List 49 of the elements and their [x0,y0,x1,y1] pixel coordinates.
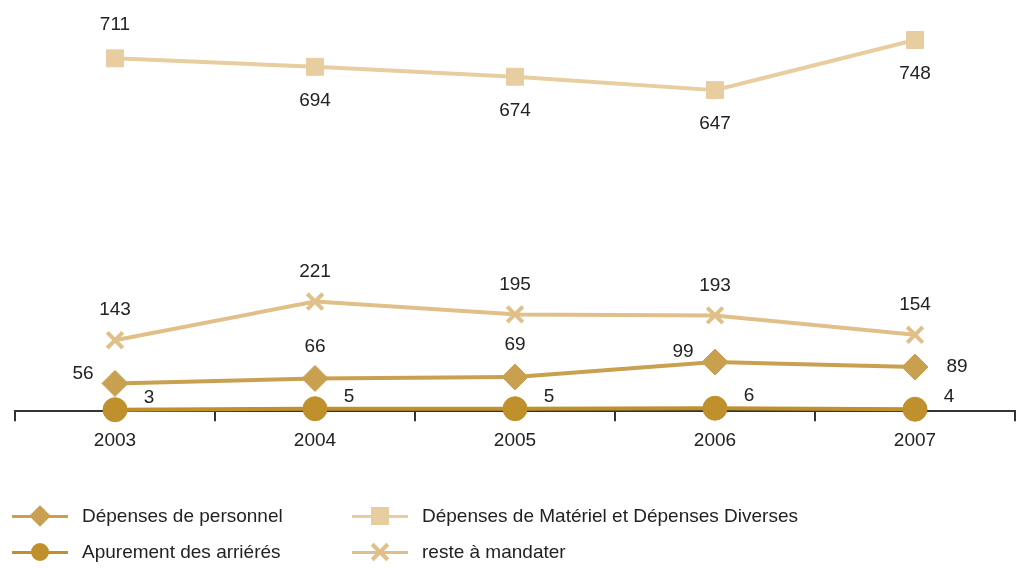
x-tick-label: 2004 [293,428,337,450]
data-label: 69 [504,333,526,355]
legend-label: Dépenses de Matériel et Dépenses Diverses [422,505,798,527]
point [902,396,928,422]
data-label: 3 [143,385,155,407]
point [302,396,328,422]
point [905,325,925,345]
point [305,291,325,312]
data-label: 89 [946,355,968,377]
data-label: 154 [899,293,932,315]
point [901,353,929,381]
data-label: 4 [943,385,955,407]
point [105,330,125,351]
data-label: 711 [99,12,131,34]
point [301,364,329,392]
data-label: 66 [304,334,326,356]
point [106,49,124,68]
data-label: 694 [299,89,332,111]
point [702,395,728,421]
data-label: 56 [72,361,94,383]
x-tick-label: 2005 [493,428,537,450]
data-label: 674 [499,98,532,120]
point [101,369,129,397]
point [906,31,924,49]
x-tick-label: 2003 [93,428,137,450]
data-label: 143 [99,298,131,320]
data-label: 6 [743,384,755,406]
data-label: 5 [543,384,555,406]
point [705,305,725,326]
legend-label: reste à mandater [422,541,566,563]
data-label: 195 [499,272,531,294]
point [102,397,128,423]
x-tick-label: 2007 [893,428,937,450]
point [501,363,529,391]
data-label: 99 [672,340,694,362]
legend-label: Dépenses de personnel [82,505,283,527]
point [502,396,528,422]
x-tick-label: 2006 [693,428,737,450]
data-label: 748 [899,62,931,84]
data-label: 221 [299,259,331,281]
data-label: 193 [699,273,731,295]
point [701,348,729,376]
data-label: 5 [343,384,355,406]
point [706,81,724,100]
point [306,57,324,76]
legend-label: Apurement des arriérés [82,541,281,563]
point [506,67,524,86]
point [505,304,525,325]
data-label: 647 [699,112,731,134]
